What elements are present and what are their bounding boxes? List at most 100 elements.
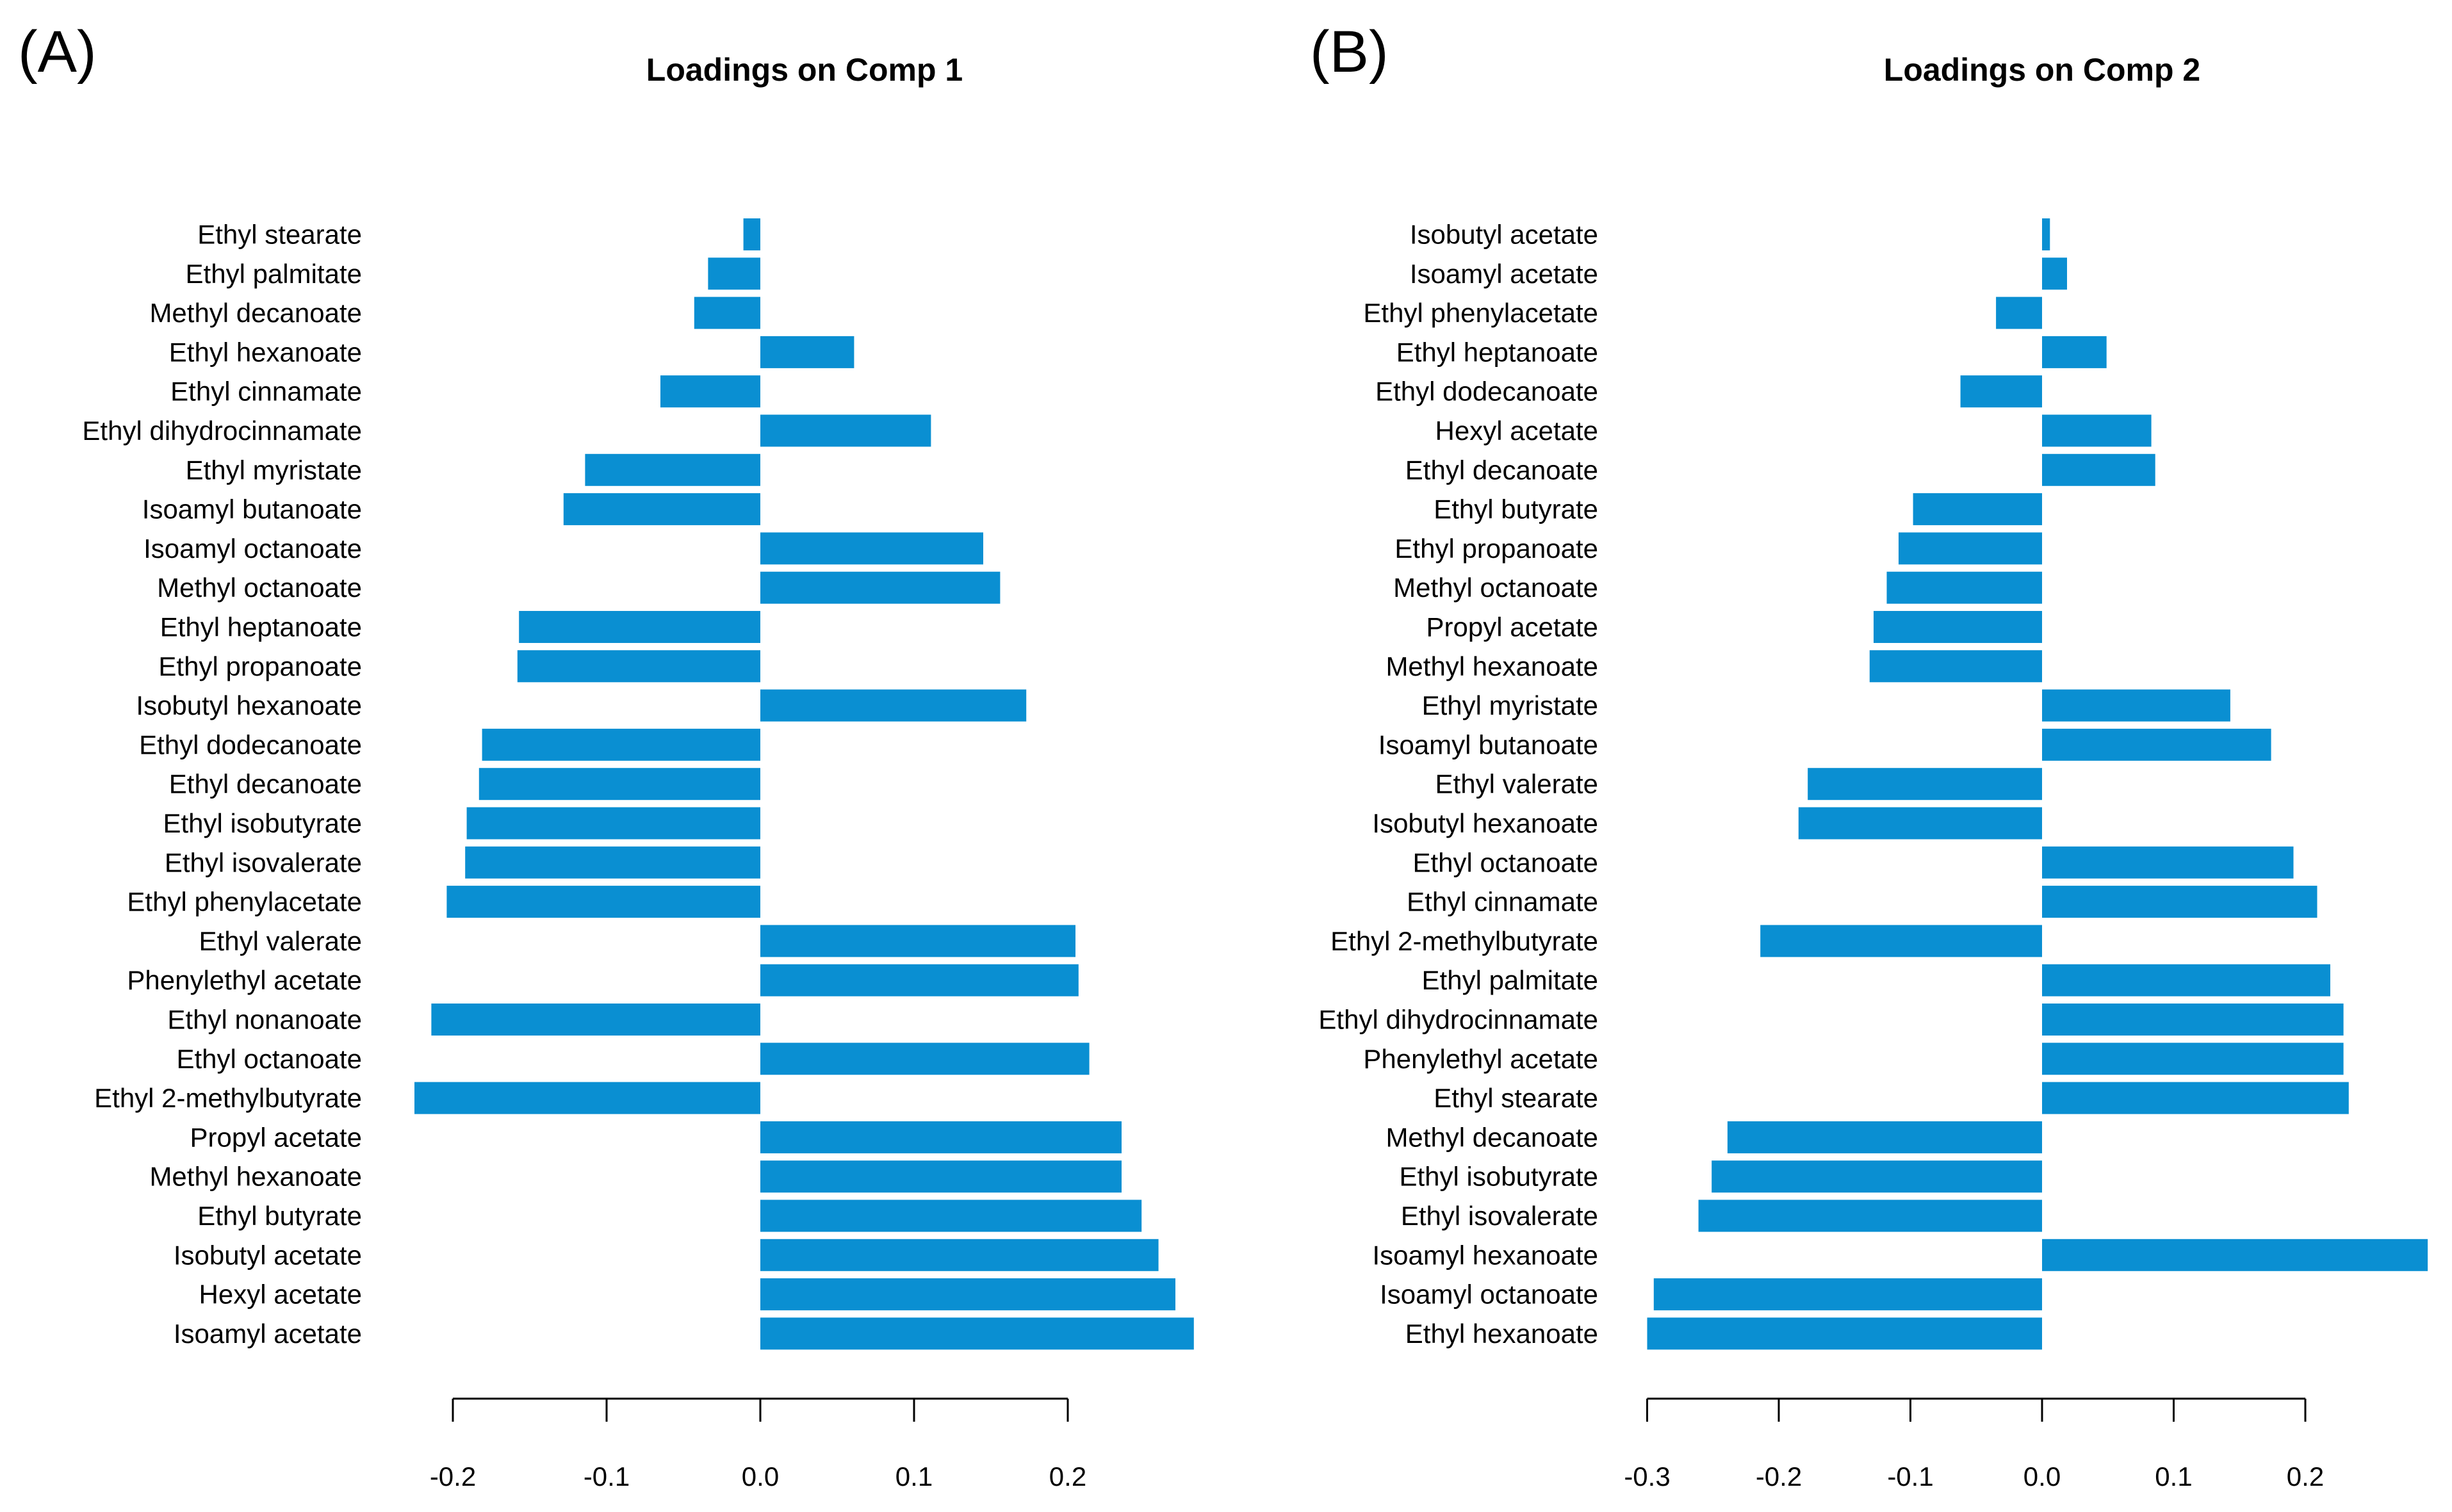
bar-b-ethyl-isovalerate	[1698, 1199, 2042, 1232]
category-label-b-hexyl-acetate: Hexyl acetate	[1435, 416, 1598, 446]
category-label-b-isoamyl-hexanoate: Isoamyl hexanoate	[1372, 1240, 1598, 1270]
bar-b-isobutyl-acetate	[2042, 218, 2050, 250]
bar-a-ethyl-dihydrocinnamate	[760, 414, 931, 447]
category-label-a-ethyl-phenylacetate: Ethyl phenylacetate	[127, 887, 362, 917]
bar-a-hexyl-acetate	[760, 1278, 1175, 1311]
category-label-a-ethyl-octanoate: Ethyl octanoate	[176, 1044, 362, 1074]
panel-label-a: (A)	[18, 19, 97, 85]
bar-a-methyl-octanoate	[760, 571, 1001, 604]
bar-a-isoamyl-octanoate	[760, 532, 983, 565]
category-label-b-ethyl-phenylacetate: Ethyl phenylacetate	[1363, 298, 1598, 328]
bar-a-isobutyl-acetate	[760, 1239, 1159, 1271]
chart-title-b: Loadings on Comp 2	[1884, 52, 2200, 88]
category-label-b-ethyl-decanoate: Ethyl decanoate	[1405, 455, 1598, 485]
category-label-a-hexyl-acetate: Hexyl acetate	[199, 1280, 362, 1310]
bars-b	[1647, 218, 2428, 1350]
x-tick-label-b-5: 0.2	[2287, 1461, 2324, 1492]
category-label-b-ethyl-palmitate: Ethyl palmitate	[1422, 965, 1598, 995]
panel-label-b: (B)	[1310, 19, 1389, 85]
x-tick-label-b-4: 0.1	[2155, 1461, 2192, 1492]
category-label-b-isoamyl-acetate: Isoamyl acetate	[1410, 259, 1598, 289]
category-label-a-ethyl-stearate: Ethyl stearate	[197, 220, 362, 250]
category-label-b-ethyl-cinnamate: Ethyl cinnamate	[1407, 887, 1598, 917]
bar-a-ethyl-stearate	[743, 218, 760, 250]
category-label-b-ethyl-hexanoate: Ethyl hexanoate	[1405, 1319, 1598, 1349]
category-label-b-ethyl-dihydrocinnamate: Ethyl dihydrocinnamate	[1318, 1005, 1598, 1035]
category-label-a-propyl-acetate: Propyl acetate	[190, 1122, 363, 1152]
bar-b-ethyl-phenylacetate	[1996, 297, 2042, 329]
x-tick-label-b-3: 0.0	[2023, 1461, 2061, 1492]
category-label-b-ethyl-2-methylbutyrate: Ethyl 2-methylbutyrate	[1330, 926, 1598, 956]
bar-b-phenylethyl-acetate	[2042, 1043, 2344, 1075]
category-label-a-ethyl-dihydrocinnamate: Ethyl dihydrocinnamate	[82, 416, 362, 446]
category-label-b-isobutyl-hexanoate: Isobutyl hexanoate	[1372, 808, 1598, 838]
category-label-b-isobutyl-acetate: Isobutyl acetate	[1410, 220, 1598, 250]
category-label-a-ethyl-nonanoate: Ethyl nonanoate	[167, 1005, 362, 1035]
x-tick-label-a-1: -0.1	[584, 1461, 630, 1492]
bar-b-isoamyl-octanoate	[1653, 1278, 2042, 1311]
category-label-a-ethyl-butyrate: Ethyl butyrate	[197, 1201, 362, 1231]
bar-b-ethyl-butyrate	[1913, 493, 2042, 526]
bar-a-ethyl-butyrate	[760, 1199, 1142, 1232]
bar-b-ethyl-dihydrocinnamate	[2042, 1004, 2344, 1036]
category-label-a-ethyl-isovalerate: Ethyl isovalerate	[165, 847, 362, 877]
category-label-b-methyl-hexanoate: Methyl hexanoate	[1385, 651, 1598, 681]
bar-b-ethyl-valerate	[1808, 768, 2042, 801]
category-label-b-ethyl-butyrate: Ethyl butyrate	[1434, 494, 1598, 524]
bar-a-ethyl-isobutyrate	[466, 807, 760, 840]
bar-a-ethyl-dodecanoate	[482, 728, 760, 761]
bar-a-ethyl-valerate	[760, 925, 1075, 957]
category-label-a-phenylethyl-acetate: Phenylethyl acetate	[127, 965, 362, 995]
bar-b-methyl-octanoate	[1886, 571, 2042, 604]
bar-b-ethyl-isobutyrate	[1712, 1160, 2042, 1193]
category-label-a-ethyl-hexanoate: Ethyl hexanoate	[169, 337, 362, 367]
bar-a-ethyl-hexanoate	[760, 336, 854, 368]
category-label-a-isoamyl-octanoate: Isoamyl octanoate	[143, 533, 362, 564]
category-label-a-ethyl-cinnamate: Ethyl cinnamate	[170, 377, 362, 407]
bar-b-isobutyl-hexanoate	[1798, 807, 2042, 840]
bar-b-ethyl-2-methylbutyrate	[1760, 925, 2042, 957]
bar-a-methyl-decanoate	[694, 297, 760, 329]
category-label-a-methyl-octanoate: Methyl octanoate	[157, 573, 362, 603]
category-label-a-methyl-decanoate: Methyl decanoate	[149, 298, 362, 328]
bar-b-ethyl-cinnamate	[2042, 886, 2317, 918]
bar-a-isoamyl-acetate	[760, 1317, 1194, 1350]
bar-a-ethyl-decanoate	[478, 768, 760, 801]
bar-a-ethyl-myristate	[585, 453, 760, 486]
bar-b-isoamyl-butanoate	[2042, 728, 2271, 761]
bar-a-ethyl-propanoate	[517, 650, 760, 683]
category-label-b-ethyl-isobutyrate: Ethyl isobutyrate	[1400, 1162, 1599, 1192]
category-label-b-ethyl-stearate: Ethyl stearate	[1434, 1083, 1598, 1113]
bar-b-ethyl-propanoate	[1899, 532, 2042, 565]
x-axis-b: -0.3 -0.2 -0.1 0.0 0.1 0.2	[1624, 1397, 2324, 1492]
category-label-a-ethyl-2-methylbutyrate: Ethyl 2-methylbutyrate	[94, 1083, 362, 1113]
panel-b-chart: (B) Loadings on Comp 2 Isobutyl acetateI…	[1310, 19, 2428, 1492]
category-label-b-ethyl-valerate: Ethyl valerate	[1435, 769, 1598, 799]
bar-a-ethyl-octanoate	[760, 1043, 1090, 1075]
category-label-a-ethyl-heptanoate: Ethyl heptanoate	[160, 612, 362, 642]
category-label-a-isobutyl-acetate: Isobutyl acetate	[174, 1240, 362, 1270]
bar-a-propyl-acetate	[760, 1121, 1122, 1153]
bar-b-methyl-hexanoate	[1869, 650, 2042, 683]
category-label-a-ethyl-isobutyrate: Ethyl isobutyrate	[163, 808, 363, 838]
category-label-b-isoamyl-octanoate: Isoamyl octanoate	[1380, 1280, 1598, 1310]
x-tick-label-a-2: 0.0	[742, 1461, 779, 1492]
bar-b-ethyl-decanoate	[2042, 453, 2155, 486]
x-tick-label-a-4: 0.2	[1049, 1461, 1086, 1492]
x-tick-label-b-2: -0.1	[1887, 1461, 1933, 1492]
category-label-b-ethyl-myristate: Ethyl myristate	[1422, 690, 1598, 720]
bar-b-isoamyl-hexanoate	[2042, 1239, 2428, 1271]
bar-a-ethyl-palmitate	[708, 257, 760, 290]
bar-a-phenylethyl-acetate	[760, 964, 1079, 996]
category-label-a-ethyl-palmitate: Ethyl palmitate	[186, 259, 362, 289]
bar-b-hexyl-acetate	[2042, 414, 2152, 447]
category-label-a-isobutyl-hexanoate: Isobutyl hexanoate	[136, 690, 362, 720]
category-label-a-ethyl-propanoate: Ethyl propanoate	[158, 651, 362, 681]
category-label-a-ethyl-valerate: Ethyl valerate	[199, 926, 362, 956]
bar-b-ethyl-octanoate	[2042, 846, 2294, 879]
bar-a-isoamyl-butanoate	[563, 493, 760, 526]
bar-b-ethyl-heptanoate	[2042, 336, 2107, 368]
bar-b-ethyl-dodecanoate	[1960, 375, 2042, 408]
panel-a-chart: (A) Loadings on Comp 1 Ethyl stearateEth…	[18, 19, 1194, 1492]
category-labels-b: Isobutyl acetate Isoamyl acetate Ethyl phe…	[1318, 220, 1598, 1349]
